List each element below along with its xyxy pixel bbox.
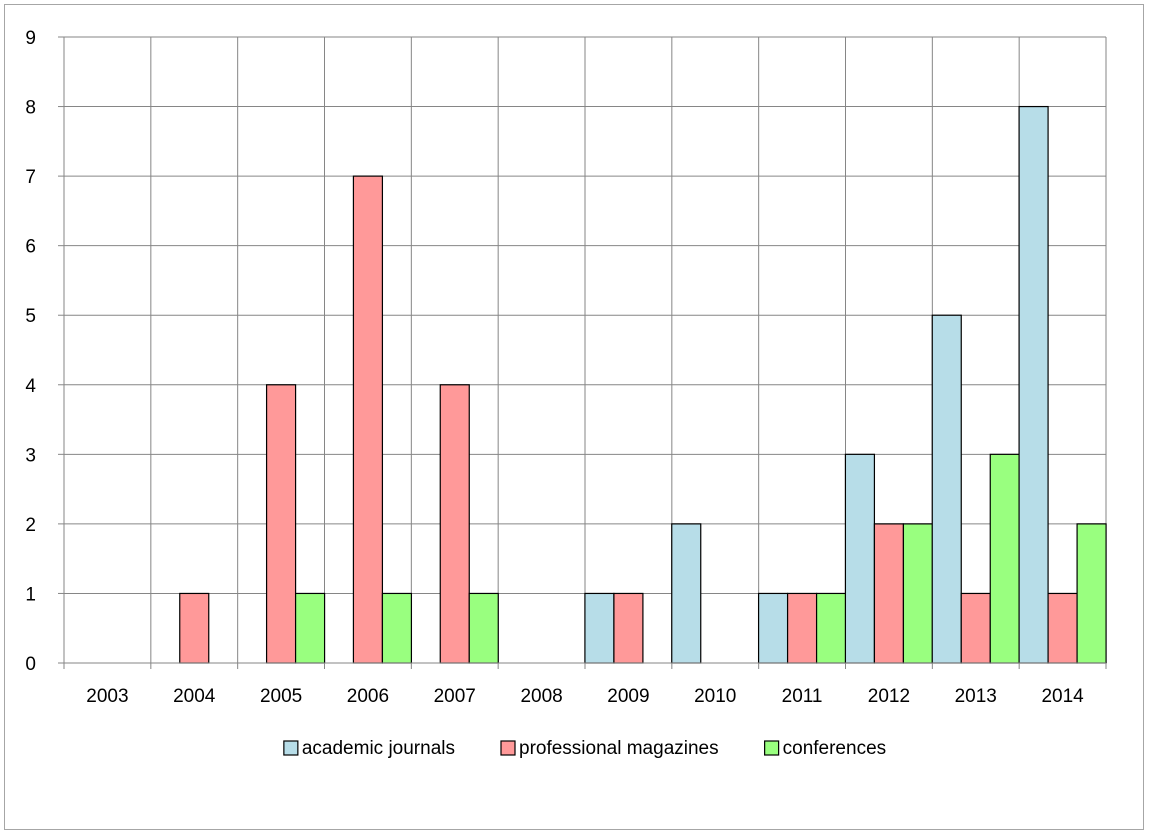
- bar-conferences-2006: [381, 592, 413, 664]
- bar-academic-journals-2011: [757, 592, 789, 664]
- bar-academic-journals-2013: [931, 314, 962, 664]
- x-tick-label: 2004: [173, 686, 216, 707]
- y-tick-labels: 0 1 2 3 4 5 6 7 8 9: [25, 28, 36, 675]
- bar-academic-journals-2012: [844, 453, 876, 664]
- y-tick-label: 4: [25, 376, 36, 397]
- bar-professional-magazines-2005: [265, 384, 297, 664]
- bar-academic-journals-2009: [584, 592, 615, 664]
- bar-academic-journals-2010: [671, 523, 702, 664]
- legend-swatch: [764, 740, 780, 756]
- y-tick-label: 3: [25, 445, 36, 466]
- bar-professional-magazines-2009: [613, 592, 644, 664]
- legend-label: professional magazines: [519, 738, 719, 759]
- bar-professional-magazines-2012: [873, 523, 905, 664]
- y-tick-label: 0: [25, 654, 36, 675]
- legend-swatch: [500, 740, 516, 756]
- y-tick-label: 7: [25, 167, 36, 188]
- legend-label: academic journals: [302, 738, 455, 759]
- bar-professional-magazines-2006: [352, 175, 384, 664]
- y-tick-label: 2: [25, 515, 36, 536]
- bar-conferences-2014: [1076, 523, 1107, 664]
- x-tick-label: 2012: [868, 686, 910, 707]
- legend-item: conferences: [764, 738, 887, 759]
- x-tick-label: 2006: [347, 686, 389, 707]
- bar-professional-magazines-2004: [179, 592, 210, 664]
- x-tick-label: 2009: [607, 686, 649, 707]
- axes: [58, 36, 1107, 669]
- legend-item: academic journals: [283, 738, 455, 759]
- bar-conferences-2005: [294, 592, 326, 664]
- y-tick-label: 6: [25, 237, 36, 258]
- y-tick-label: 5: [25, 306, 36, 327]
- x-tick-label: 2010: [694, 686, 736, 707]
- y-tick-label: 9: [25, 28, 36, 49]
- y-tick-label: 8: [25, 98, 36, 119]
- x-tick-label: 2011: [782, 686, 823, 707]
- x-tick-labels: 2003 2004 2005 2006 2007 2008 2009 2010 2011 2012…: [86, 686, 1084, 707]
- bar-conferences-2011: [815, 592, 847, 664]
- x-tick-label: 2013: [955, 686, 997, 707]
- bar-professional-magazines-2013: [960, 592, 991, 664]
- x-tick-label: 2014: [1041, 686, 1084, 707]
- legend-item: professional magazines: [500, 738, 719, 759]
- x-tick-label: 2003: [86, 686, 128, 707]
- bar-professional-magazines-2007: [439, 384, 470, 664]
- x-tick-label: 2008: [520, 686, 562, 707]
- bar-professional-magazines-2011: [786, 592, 818, 664]
- bar-professional-magazines-2014: [1047, 592, 1078, 664]
- bar-academic-journals-2014: [1018, 105, 1049, 664]
- x-tick-label: 2005: [260, 686, 302, 707]
- bars: [179, 105, 1107, 664]
- bar-conferences-2007: [468, 592, 499, 664]
- bar-conferences-2013: [989, 453, 1020, 664]
- legend: academic journals professional magazines c…: [283, 738, 887, 759]
- legend-swatch: [283, 740, 299, 756]
- legend-label: conferences: [783, 738, 887, 759]
- y-tick-label: 1: [25, 584, 36, 605]
- x-tick-label: 2007: [434, 686, 476, 707]
- bar-conferences-2012: [902, 523, 934, 664]
